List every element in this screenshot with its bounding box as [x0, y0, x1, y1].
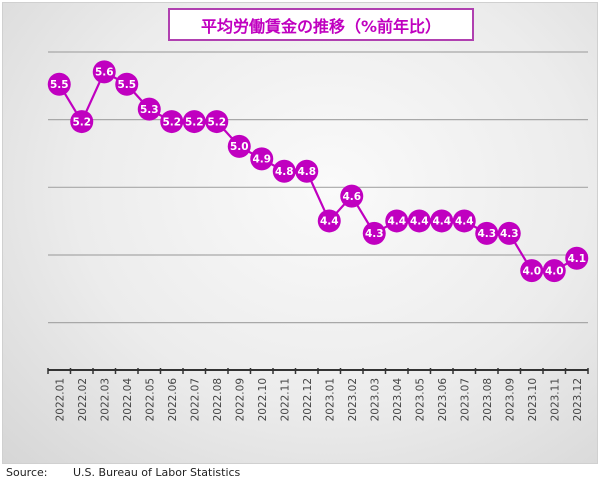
data-point — [385, 209, 409, 233]
chart-title-box: 平均労働賃金の推移（%前年比） — [168, 8, 474, 41]
data-label: 4.4 — [320, 216, 339, 228]
data-label: 4.8 — [275, 166, 294, 178]
x-tick-label: 2023.11 — [549, 378, 561, 421]
data-point — [430, 209, 454, 233]
data-point — [137, 97, 161, 121]
x-tick-label: 2022.07 — [189, 378, 201, 421]
data-point — [272, 159, 296, 183]
data-label: 4.1 — [567, 253, 586, 265]
data-label: 4.3 — [365, 228, 384, 240]
data-label: 4.4 — [410, 216, 429, 228]
data-label: 5.5 — [50, 79, 69, 91]
data-point — [250, 147, 274, 171]
data-point — [182, 110, 206, 134]
x-tick-label: 2022.04 — [122, 378, 134, 422]
data-label: 5.3 — [140, 104, 159, 116]
x-tick-label: 2023.07 — [459, 378, 471, 421]
data-point — [317, 209, 341, 233]
data-point — [227, 134, 251, 158]
x-tick-label: 2023.08 — [482, 378, 494, 421]
data-label: 4.6 — [342, 191, 361, 203]
data-label: 4.4 — [455, 216, 474, 228]
data-label: 4.8 — [297, 166, 316, 178]
data-label: 4.3 — [500, 228, 519, 240]
data-point — [452, 209, 476, 233]
x-tick-label: 2022.05 — [144, 378, 156, 421]
data-label: 4.9 — [252, 154, 271, 166]
x-tick-label: 2022.11 — [279, 378, 291, 421]
data-label: 4.0 — [545, 265, 564, 277]
data-label: 4.4 — [387, 216, 406, 228]
source-text: U.S. Bureau of Labor Statistics — [73, 466, 241, 479]
x-tick-label: 2022.06 — [167, 378, 179, 422]
data-label: 4.0 — [522, 265, 541, 277]
data-label: 5.2 — [162, 116, 181, 128]
source-label: Source: — [6, 466, 48, 479]
data-label: 4.4 — [432, 216, 451, 228]
x-tick-label: 2023.12 — [572, 378, 584, 421]
x-tick-label: 2023.02 — [347, 378, 359, 421]
data-point — [160, 110, 184, 134]
data-point — [115, 72, 139, 96]
data-point — [407, 209, 431, 233]
data-point — [497, 221, 521, 245]
x-tick-label: 2023.01 — [324, 378, 336, 421]
x-tick-label: 2023.06 — [437, 378, 449, 422]
data-point — [340, 184, 364, 208]
data-point — [92, 60, 116, 84]
x-tick-label: 2022.10 — [257, 378, 269, 421]
x-tick-label: 2022.09 — [234, 378, 246, 421]
x-tick-label: 2023.03 — [369, 378, 381, 421]
data-point — [295, 159, 319, 183]
data-point — [565, 246, 589, 270]
x-tick-label: 2022.01 — [54, 378, 66, 421]
data-point — [47, 72, 71, 96]
data-label: 5.2 — [72, 116, 91, 128]
x-tick-label: 2022.02 — [77, 378, 89, 421]
data-label: 5.0 — [230, 141, 249, 153]
data-point — [205, 110, 229, 134]
data-label: 4.3 — [477, 228, 496, 240]
data-label: 5.5 — [117, 79, 136, 91]
data-label: 5.2 — [207, 116, 226, 128]
data-point — [70, 110, 94, 134]
data-label: 5.6 — [95, 67, 114, 79]
x-tick-label: 2022.12 — [302, 378, 314, 421]
x-tick-label: 2023.10 — [527, 378, 539, 421]
chart-title: 平均労働賃金の推移（%前年比） — [200, 16, 442, 36]
x-tick-label: 2023.09 — [504, 378, 516, 421]
data-point — [542, 259, 566, 283]
x-tick-label: 2022.08 — [212, 378, 224, 421]
source-note: Source: U.S. Bureau of Labor Statistics — [6, 466, 240, 479]
x-tick-label: 2022.03 — [99, 378, 111, 421]
data-point — [520, 259, 544, 283]
x-tick-label: 2023.04 — [392, 378, 404, 422]
data-point — [475, 221, 499, 245]
data-label: 5.2 — [185, 116, 204, 128]
x-tick-label: 2023.05 — [414, 378, 426, 421]
data-point — [362, 221, 386, 245]
